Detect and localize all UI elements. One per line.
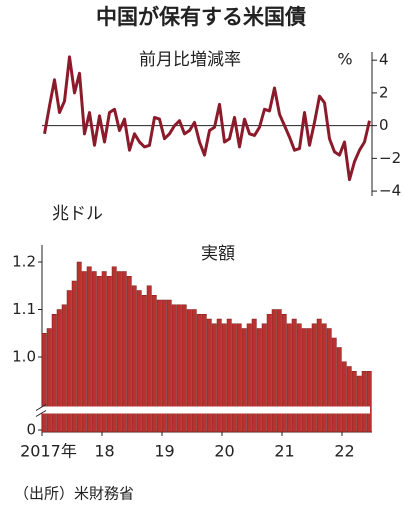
bar bbox=[321, 323, 327, 433]
axis-break bbox=[34, 406, 370, 414]
bar bbox=[106, 276, 112, 433]
bar bbox=[176, 304, 182, 433]
bar bbox=[241, 328, 247, 433]
bar bbox=[291, 318, 297, 433]
bar bbox=[311, 323, 317, 433]
line-unit: % bbox=[337, 50, 352, 69]
y-tick-label: 0 bbox=[379, 116, 389, 134]
bar bbox=[246, 323, 252, 433]
bar bbox=[226, 318, 232, 433]
bar bbox=[71, 280, 77, 433]
bar bbox=[331, 337, 337, 433]
bar bbox=[166, 299, 172, 433]
bar bbox=[296, 323, 302, 433]
bar bbox=[156, 299, 162, 433]
bar bbox=[111, 266, 117, 433]
bar bbox=[161, 299, 167, 433]
bar bbox=[206, 318, 212, 433]
x-tick-label: 21 bbox=[274, 442, 294, 461]
bar bbox=[101, 271, 107, 433]
bar bbox=[346, 366, 352, 433]
bar bbox=[266, 314, 272, 433]
bar bbox=[336, 347, 342, 433]
bar bbox=[121, 271, 127, 433]
bar bbox=[91, 271, 97, 433]
y-tick-label: −2 bbox=[379, 149, 401, 167]
bar bbox=[51, 314, 57, 433]
bar-title: 実額 bbox=[201, 244, 235, 264]
bar bbox=[326, 328, 332, 433]
bar bbox=[201, 314, 207, 433]
bar bbox=[271, 309, 277, 433]
bar bbox=[146, 285, 152, 433]
bar bbox=[366, 371, 372, 433]
bar bbox=[261, 323, 267, 433]
bar bbox=[151, 295, 157, 433]
break-mark bbox=[35, 410, 47, 417]
bar bbox=[306, 328, 312, 433]
bar bbox=[131, 285, 137, 433]
bar bbox=[136, 290, 142, 433]
bar bbox=[56, 309, 62, 433]
bar bbox=[96, 276, 102, 433]
y-tick-label: 0 bbox=[26, 421, 36, 439]
x-tick-label: 2017年 bbox=[20, 442, 77, 461]
x-tick-label: 18 bbox=[94, 442, 114, 461]
bar bbox=[126, 276, 132, 433]
bar bbox=[41, 333, 47, 433]
bar bbox=[341, 361, 347, 433]
bar bbox=[86, 266, 92, 433]
bar bbox=[316, 318, 322, 433]
bar bbox=[276, 309, 282, 433]
bar bbox=[356, 375, 362, 433]
bar bbox=[171, 304, 177, 433]
y-tick-label: 1.0 bbox=[12, 348, 36, 366]
y-tick-label: 1.2 bbox=[12, 253, 36, 271]
line-series bbox=[43, 55, 371, 182]
x-tick-label: 22 bbox=[334, 442, 354, 461]
line-title: 前月比増減率 bbox=[139, 50, 241, 70]
bar bbox=[191, 309, 197, 433]
x-tick-label: 20 bbox=[214, 442, 234, 461]
break-mark bbox=[35, 404, 47, 411]
bar bbox=[61, 304, 67, 433]
bar bbox=[351, 371, 357, 433]
bar bbox=[301, 328, 307, 433]
bar bbox=[81, 271, 87, 433]
bar bbox=[141, 295, 147, 433]
chart-title: 中国が保有する米国債 bbox=[96, 5, 306, 29]
bar bbox=[256, 328, 262, 433]
y-tick-label: −4 bbox=[379, 182, 401, 200]
bar bbox=[76, 261, 82, 433]
y-tick-label: 4 bbox=[379, 51, 389, 69]
bar bbox=[116, 271, 122, 433]
bar bbox=[196, 314, 202, 433]
source: （出所）米財務省 bbox=[14, 485, 134, 503]
x-tick-label: 19 bbox=[154, 442, 174, 461]
bar bbox=[361, 371, 367, 433]
bar bbox=[236, 323, 242, 433]
bar-unit: 兆ドル bbox=[52, 204, 103, 224]
bar bbox=[286, 323, 292, 433]
bar bbox=[281, 314, 287, 433]
bar bbox=[46, 328, 52, 433]
bar bbox=[216, 318, 222, 433]
bar bbox=[66, 290, 72, 433]
bar bbox=[186, 309, 192, 433]
bar bbox=[251, 318, 257, 433]
bar bbox=[221, 323, 227, 433]
y-tick-label: 1.1 bbox=[12, 300, 36, 318]
y-tick-label: 2 bbox=[379, 83, 389, 101]
bar bbox=[181, 304, 187, 433]
bar bbox=[231, 323, 237, 433]
bar bbox=[211, 323, 217, 433]
